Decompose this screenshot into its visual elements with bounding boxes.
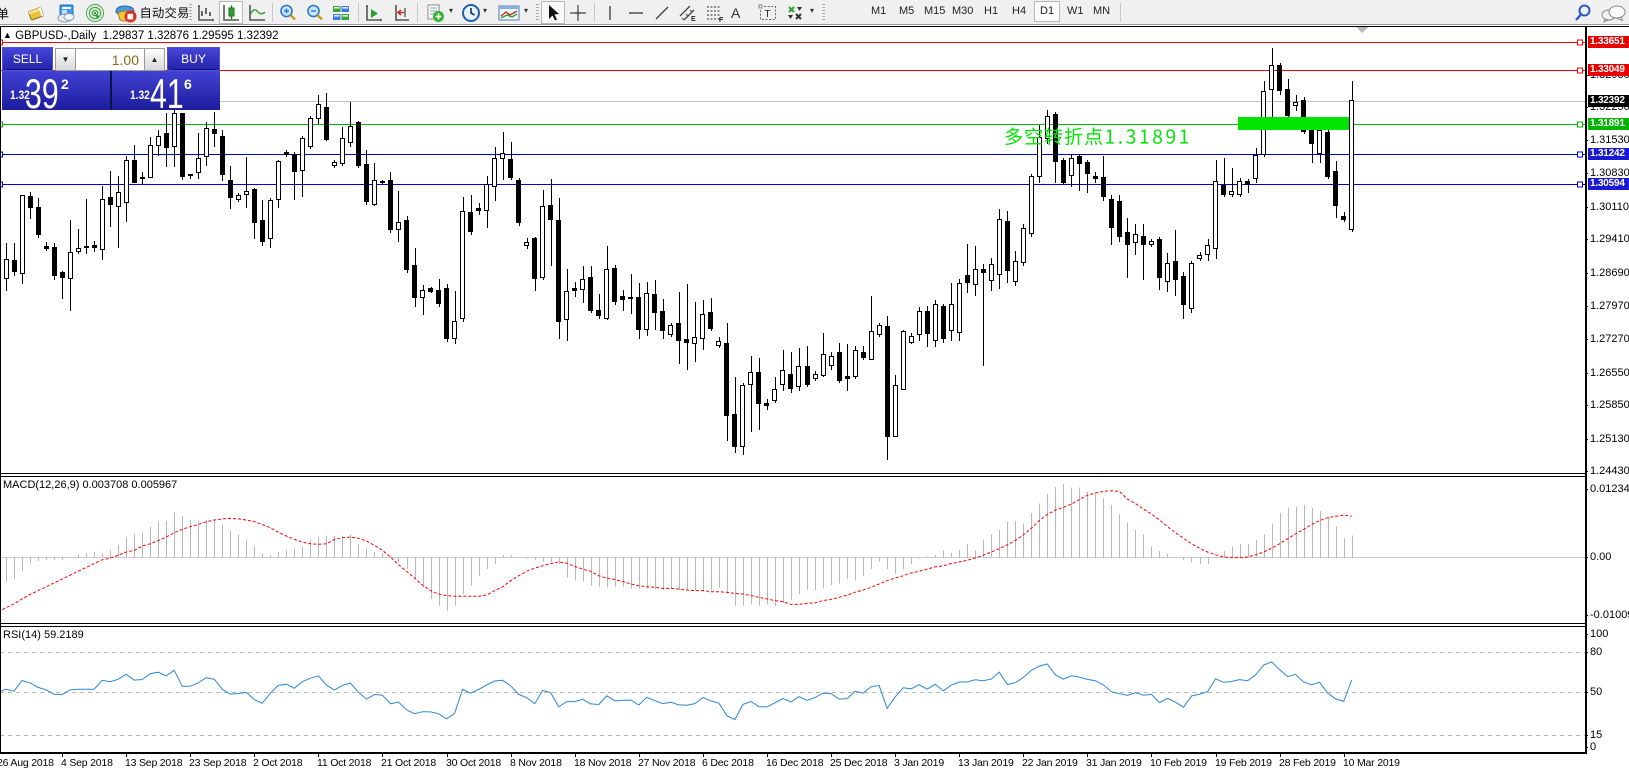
svg-text:F: F	[719, 17, 724, 23]
svg-text:E: E	[691, 16, 696, 23]
svg-text:T: T	[765, 9, 771, 20]
